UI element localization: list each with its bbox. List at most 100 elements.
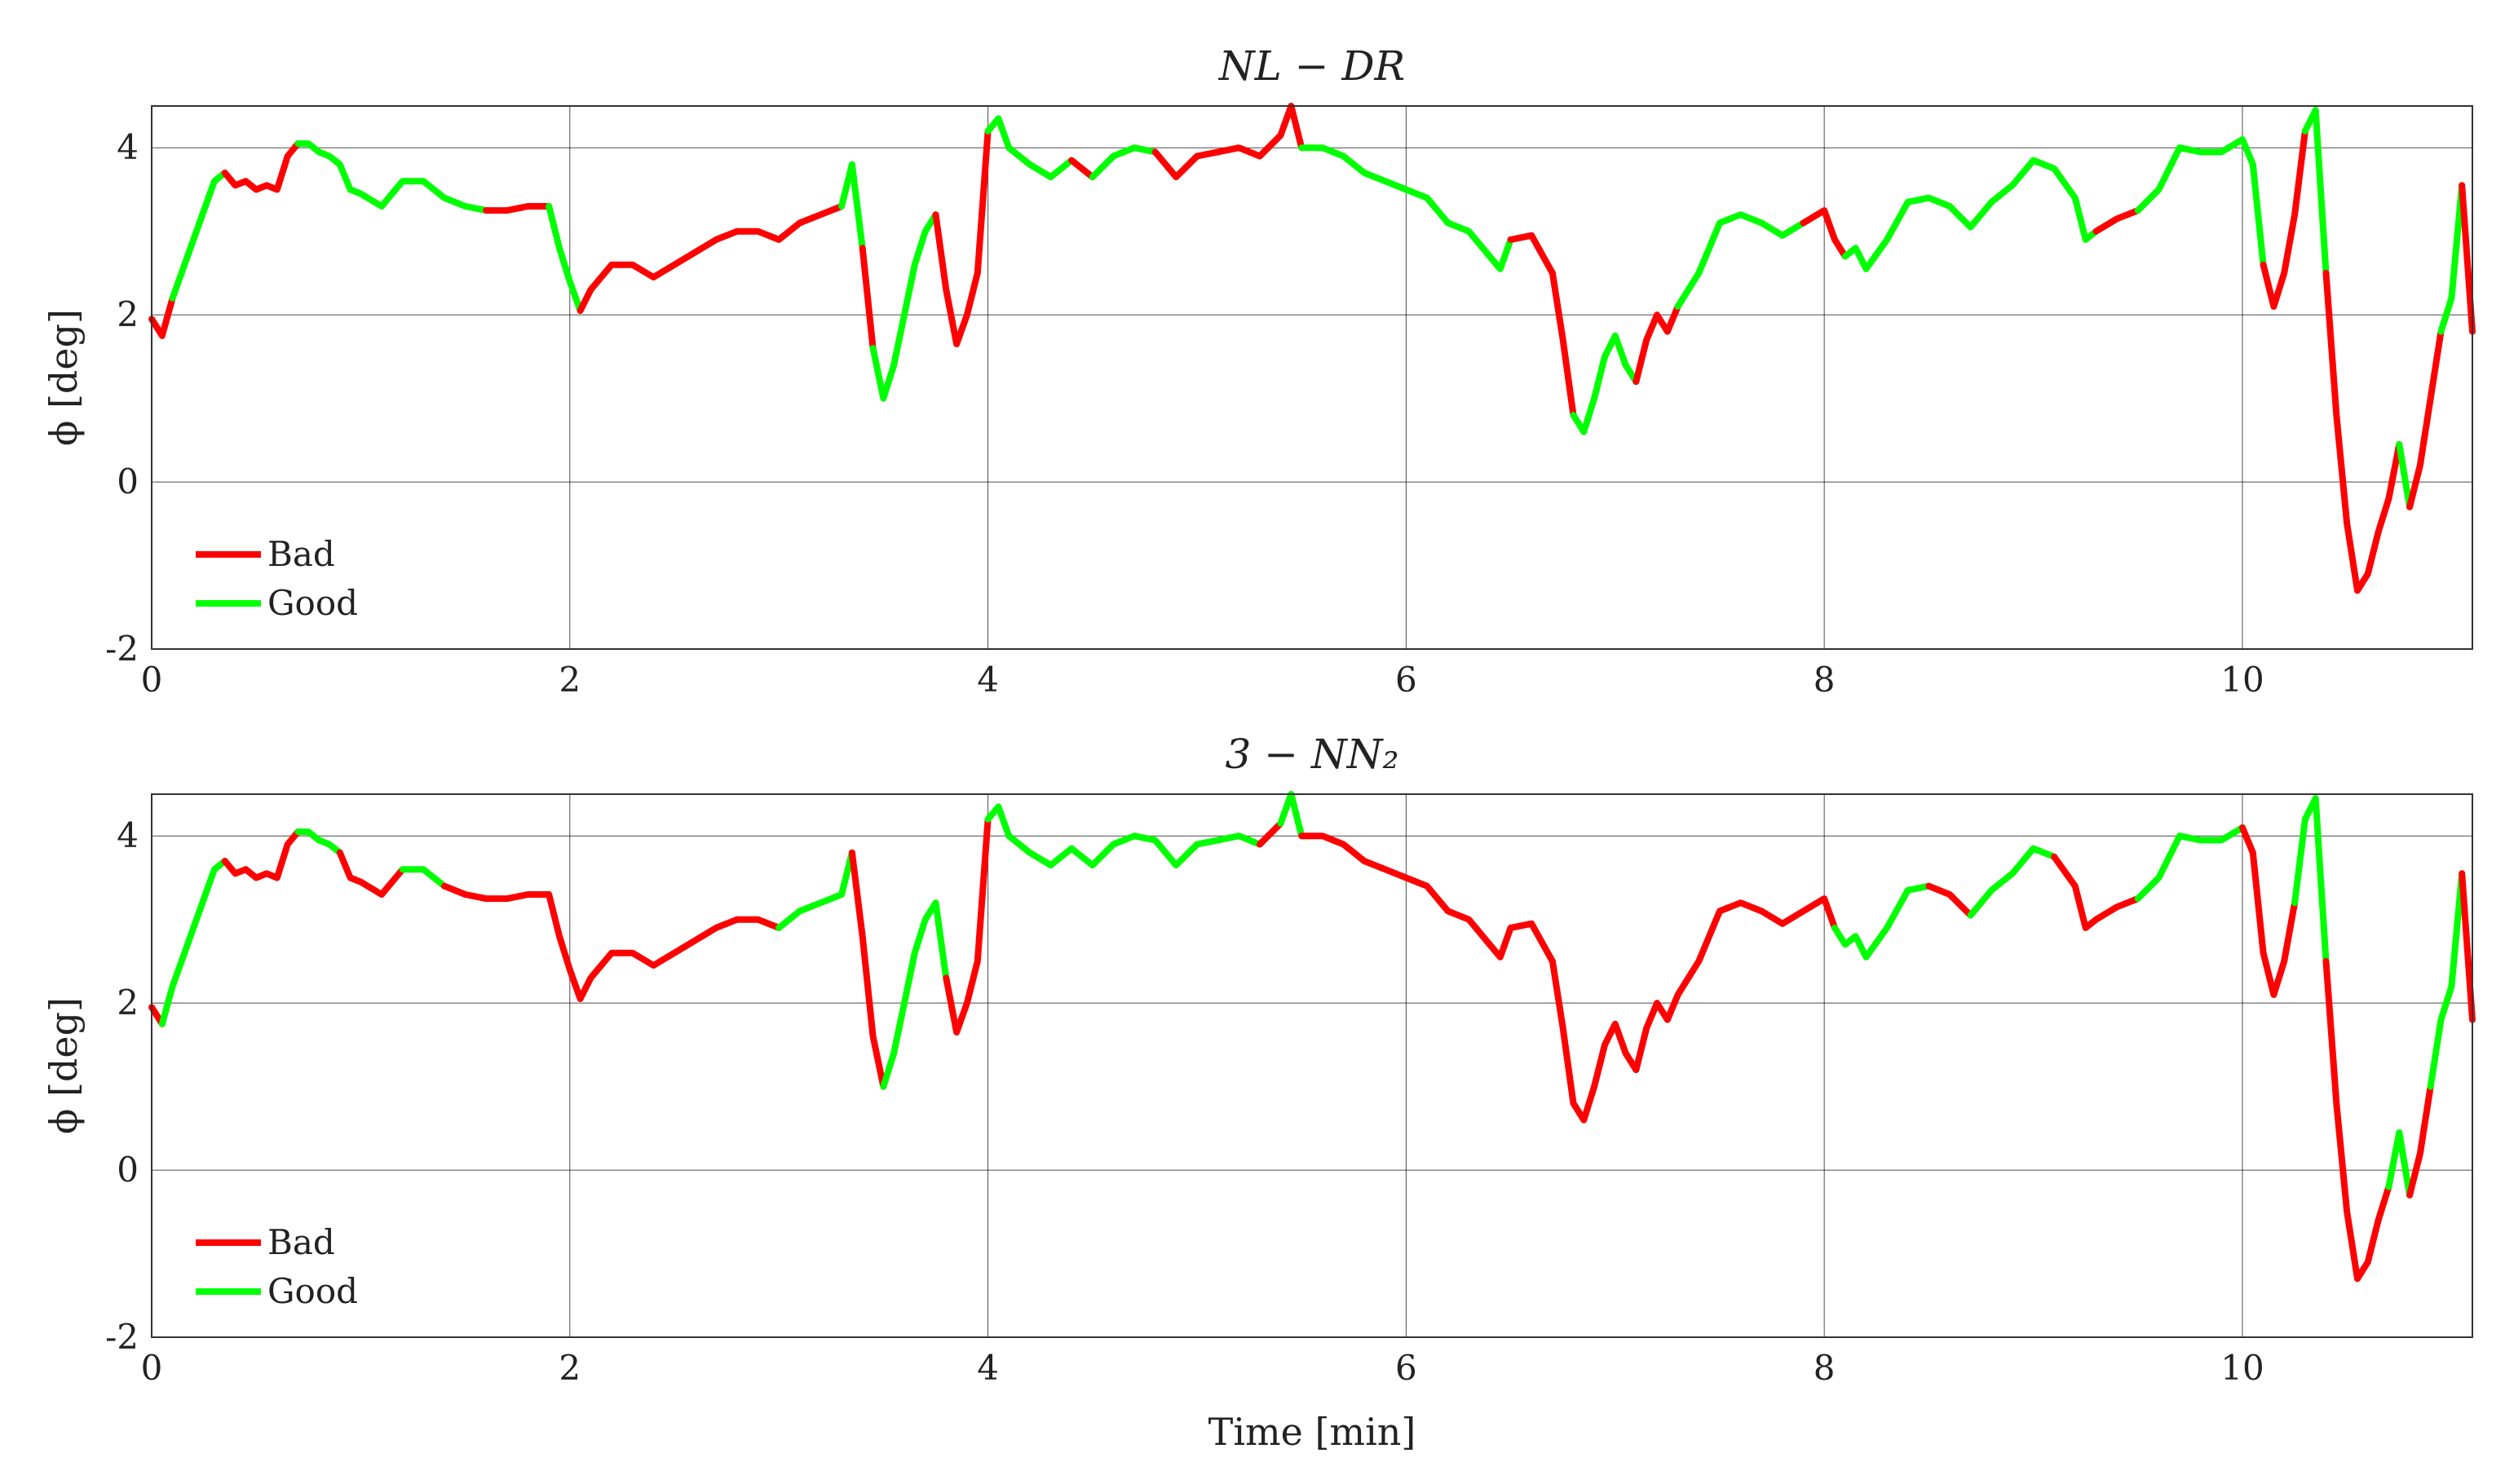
series-good-segment bbox=[294, 828, 343, 856]
x-tick-label: 2 bbox=[559, 1348, 581, 1388]
series-good-segment bbox=[2134, 136, 2267, 268]
legend-label-bad-bottom: Bad bbox=[267, 1222, 335, 1262]
x-ticks-top: 0 2 4 6 8 10 bbox=[141, 660, 2264, 700]
series-good-segment bbox=[294, 140, 490, 214]
series-bad-segment bbox=[2322, 269, 2403, 594]
y-tick-label: 4 bbox=[117, 815, 139, 855]
y-ticks-bottom: -2 0 2 4 bbox=[105, 815, 139, 1357]
x-tick-label: 6 bbox=[1395, 660, 1417, 700]
series-bad-segment bbox=[336, 849, 406, 898]
series-bad-segment bbox=[221, 828, 302, 881]
y-axis-label-bottom: ϕ [deg] bbox=[42, 997, 86, 1134]
series-bad-segment bbox=[2260, 127, 2308, 310]
series-bad-segment bbox=[932, 127, 992, 347]
series-good-segment bbox=[869, 211, 939, 402]
series-good-segment bbox=[2437, 182, 2466, 335]
x-tick-label: 8 bbox=[1814, 1348, 1836, 1388]
x-axis-label: Time [min] bbox=[1208, 1410, 1416, 1454]
series-bad-segment bbox=[148, 294, 176, 339]
series-bad-segment bbox=[859, 245, 877, 352]
series-good-segment bbox=[775, 849, 855, 931]
y-axis-label-top: ϕ [deg] bbox=[42, 309, 86, 446]
series-bad-segment bbox=[577, 203, 846, 314]
series-good-segment bbox=[2385, 1129, 2414, 1199]
series-bad-segment bbox=[1800, 207, 1849, 260]
series-good-segment bbox=[546, 203, 584, 314]
x-tick-label: 8 bbox=[1814, 660, 1836, 700]
y-tick-label: 2 bbox=[117, 983, 139, 1022]
series-bad-segment bbox=[1256, 819, 1284, 848]
series-good-segment bbox=[838, 161, 866, 252]
y-tick-label: 0 bbox=[117, 1150, 139, 1190]
series-good-segment bbox=[2396, 441, 2414, 510]
grid-top bbox=[152, 106, 2472, 649]
series-bad-segment bbox=[1151, 103, 1306, 181]
series-good-segment bbox=[158, 858, 228, 1027]
series-good-segment bbox=[2291, 795, 2330, 965]
legend-label-good-bottom: Good bbox=[267, 1271, 358, 1311]
series-good-segment bbox=[1831, 882, 1933, 961]
legend-label-good-top: Good bbox=[267, 583, 358, 623]
x-tick-label: 6 bbox=[1395, 1348, 1417, 1388]
series-bad-segment bbox=[483, 203, 553, 214]
series-bad-segment bbox=[2322, 957, 2392, 1283]
x-tick-label: 0 bbox=[141, 660, 163, 700]
series-bad-segment bbox=[2406, 1083, 2434, 1199]
series-bad-segment bbox=[2406, 328, 2445, 510]
series-bad-segment bbox=[1298, 833, 1838, 1124]
legend-label-bad-top: Bad bbox=[267, 534, 335, 574]
plot-area-bottom bbox=[152, 794, 2472, 1337]
series-good-segment bbox=[2301, 107, 2330, 276]
x-tick-label: 0 bbox=[141, 1348, 163, 1388]
series-bad-segment bbox=[221, 140, 302, 193]
x-tick-label: 10 bbox=[2220, 660, 2264, 700]
series-bad-segment bbox=[2459, 182, 2476, 335]
series-bad-segment bbox=[848, 849, 887, 1090]
axes-box-bottom bbox=[151, 793, 2473, 1338]
series-bad-segment bbox=[2459, 870, 2476, 1023]
series-good-segment bbox=[1967, 845, 2058, 919]
series-bad-segment bbox=[441, 882, 783, 1002]
series-good-segment bbox=[984, 115, 1076, 181]
x-tick-label: 2 bbox=[559, 660, 581, 700]
series-good-segment bbox=[1089, 144, 1159, 181]
series-bad-segment bbox=[943, 815, 992, 1036]
series-bad-segment bbox=[2092, 207, 2141, 235]
x-tick-label: 10 bbox=[2220, 1348, 2264, 1388]
legend-top: Bad Good bbox=[196, 534, 358, 623]
x-tick-label: 4 bbox=[977, 1348, 999, 1388]
series-bad-segment bbox=[1068, 157, 1096, 181]
series-good-segment bbox=[1841, 157, 2100, 272]
legend-bottom: Bad Good bbox=[196, 1222, 358, 1311]
series-good-segment bbox=[2427, 870, 2466, 1090]
chart-title-bottom: 3 − NN₂ bbox=[1225, 731, 1398, 778]
series-good-segment bbox=[169, 170, 228, 302]
series-good-segment bbox=[2134, 824, 2246, 903]
series-good-segment bbox=[1298, 144, 1514, 272]
series-bad-segment bbox=[2239, 824, 2299, 998]
series-good-segment bbox=[1674, 211, 1807, 310]
series-bottom bbox=[148, 791, 2476, 1283]
x-ticks-bottom: 0 2 4 6 8 10 bbox=[141, 1348, 2264, 1388]
series-bad-segment bbox=[1632, 303, 1681, 386]
plot-area-top bbox=[152, 106, 2472, 649]
y-tick-label: 4 bbox=[117, 127, 139, 167]
y-ticks-top: -2 0 2 4 bbox=[105, 127, 139, 669]
series-bad-segment bbox=[1925, 882, 1974, 919]
series-good-segment bbox=[880, 899, 950, 1090]
series-good-segment bbox=[984, 803, 1263, 869]
series-good-segment bbox=[399, 866, 448, 890]
y-tick-label: 2 bbox=[117, 294, 139, 334]
y-tick-label: 0 bbox=[117, 462, 139, 501]
series-top bbox=[148, 103, 2476, 594]
y-tick-label: -2 bbox=[105, 1317, 139, 1357]
chart-title-top: NL − DR bbox=[1218, 42, 1405, 90]
y-tick-label: -2 bbox=[105, 629, 139, 669]
axes-box-top bbox=[151, 105, 2473, 650]
series-bad-segment bbox=[1507, 232, 1577, 419]
x-tick-label: 4 bbox=[977, 660, 999, 700]
series-good-segment bbox=[1570, 332, 1640, 435]
